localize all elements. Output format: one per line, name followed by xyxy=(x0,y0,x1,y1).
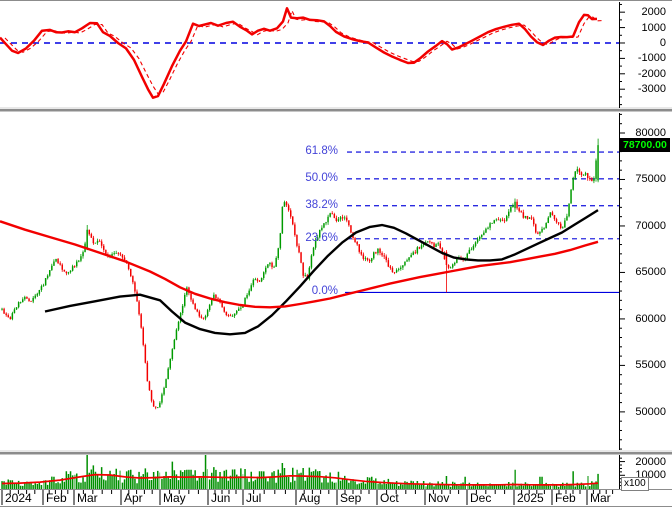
month-label: Jun xyxy=(211,491,231,505)
y-axis-label: -1000 xyxy=(637,52,666,65)
y-axis-label: 20000 xyxy=(635,455,666,468)
y-axis-label: -2000 xyxy=(637,67,666,80)
month-label: 2025 xyxy=(517,491,544,505)
panel-separator xyxy=(0,450,672,452)
ma-long-line xyxy=(0,220,599,309)
month-label: Nov xyxy=(428,491,450,505)
y-axis-label: 1000 xyxy=(641,21,666,34)
month-label: Mar xyxy=(77,491,98,505)
y-axis-label: 75000 xyxy=(635,173,666,186)
volume-unit-label: x100 xyxy=(621,477,649,491)
fib-label: 38.2% xyxy=(305,198,338,211)
month-label: Oct xyxy=(380,491,399,505)
panel-separator xyxy=(0,452,672,455)
panel-separator xyxy=(0,107,672,109)
month-label: Feb xyxy=(555,491,576,505)
oscillator-signal-line xyxy=(4,9,603,95)
y-axis-label: 0 xyxy=(659,36,666,49)
volume-ma-line xyxy=(1,473,599,486)
month-label: Feb xyxy=(46,491,67,505)
volume-panel[interactable] xyxy=(1,455,599,489)
last-price-tag: 78700.00 xyxy=(620,138,670,152)
month-label: Sep xyxy=(340,491,362,505)
right-axis xyxy=(619,2,625,489)
month-label: Jul xyxy=(246,491,262,505)
panel-separator xyxy=(0,109,672,112)
y-axis-label: 60000 xyxy=(635,312,666,325)
month-label: Mar xyxy=(590,491,611,505)
fib-label: 50.0% xyxy=(305,171,338,184)
month-label: 2024 xyxy=(5,491,32,505)
y-axis-label: 80000 xyxy=(635,126,666,139)
month-label: May xyxy=(163,491,186,505)
y-axis-label: -3000 xyxy=(637,83,666,96)
oscillator-panel[interactable] xyxy=(0,7,619,99)
price-panel[interactable] xyxy=(0,138,619,410)
fib-label: 0.0% xyxy=(311,285,338,298)
y-axis-label: 55000 xyxy=(635,359,666,372)
y-axis-label: 2000 xyxy=(641,6,666,19)
y-axis-label: 70000 xyxy=(635,219,666,232)
x-axis-strip xyxy=(1,490,614,505)
ma-short-line xyxy=(44,209,599,336)
month-label: Dec xyxy=(470,491,492,505)
y-axis-label: 50000 xyxy=(635,405,666,418)
fib-label: 23.6% xyxy=(305,231,338,244)
y-axis-label: 65000 xyxy=(635,266,666,279)
month-label: Apr xyxy=(124,491,143,505)
fib-label: 61.8% xyxy=(305,145,338,158)
oscillator-line xyxy=(0,7,598,99)
month-label: Aug xyxy=(299,491,321,505)
